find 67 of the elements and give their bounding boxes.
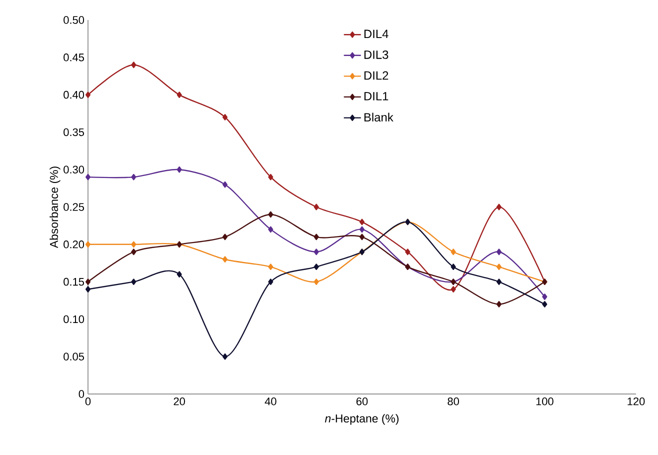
point xyxy=(496,248,502,256)
point xyxy=(176,166,182,173)
point xyxy=(176,271,182,278)
point xyxy=(131,278,136,285)
y-tick-label: 0.15 xyxy=(64,278,84,286)
y-tick-label: 0.20 xyxy=(64,240,84,248)
point xyxy=(222,256,228,263)
x-tick-label: 60 xyxy=(356,398,368,406)
legend-label: Blank xyxy=(364,112,394,122)
point xyxy=(496,278,502,285)
point xyxy=(268,264,274,270)
point xyxy=(314,248,319,256)
x-tick-label: 40 xyxy=(264,398,276,406)
point xyxy=(222,353,228,360)
point xyxy=(314,278,319,285)
point xyxy=(496,301,502,308)
point xyxy=(359,234,365,240)
y-tick-label: 0.40 xyxy=(64,90,84,99)
point xyxy=(268,226,274,233)
legend-label: DIL1 xyxy=(364,92,388,100)
y-tick-label: 0.50 xyxy=(64,16,84,24)
point xyxy=(450,286,456,292)
point xyxy=(268,211,274,218)
point xyxy=(314,204,319,210)
y-tick-label: 0.10 xyxy=(64,315,84,324)
point xyxy=(450,264,456,270)
y-tick-label: 0.45 xyxy=(64,54,84,62)
point xyxy=(359,218,365,226)
point xyxy=(268,174,274,180)
y-tick-label: 0.30 xyxy=(64,166,84,174)
point xyxy=(222,114,228,120)
point xyxy=(496,264,502,270)
x-tick-label: 80 xyxy=(448,398,459,406)
y-tick-label: 0.25 xyxy=(64,203,84,211)
point xyxy=(359,226,365,233)
y-axis-title: Absorbance (%) xyxy=(50,166,60,248)
x-tick-label: 0 xyxy=(85,398,91,406)
point xyxy=(85,92,91,98)
point xyxy=(268,278,274,285)
point xyxy=(542,294,548,300)
y-tick-label: 0 xyxy=(78,390,84,398)
x-tick-label: 20 xyxy=(174,398,185,406)
point xyxy=(176,92,182,98)
point xyxy=(85,241,91,248)
point xyxy=(450,248,456,256)
point xyxy=(222,234,228,240)
legend-label: DIL2 xyxy=(364,71,388,80)
legend-label: DIL3 xyxy=(364,50,388,59)
point xyxy=(131,174,136,180)
point xyxy=(131,62,136,68)
point xyxy=(85,174,91,180)
point xyxy=(85,286,91,292)
y-tick-label: 0.35 xyxy=(64,128,84,136)
legend-label: DIL4 xyxy=(364,30,388,38)
y-tick-label: 0.05 xyxy=(64,352,84,360)
point xyxy=(85,278,91,285)
point xyxy=(222,181,228,188)
x-tick-label: 100 xyxy=(536,398,554,406)
point xyxy=(131,241,136,248)
point xyxy=(405,248,410,256)
point xyxy=(496,204,502,210)
x-tick-label: 120 xyxy=(628,398,645,406)
point xyxy=(542,301,548,308)
point xyxy=(131,248,136,256)
point xyxy=(314,234,319,240)
x-axis-title: n-Heptane (%) xyxy=(324,414,399,425)
point xyxy=(314,264,319,270)
